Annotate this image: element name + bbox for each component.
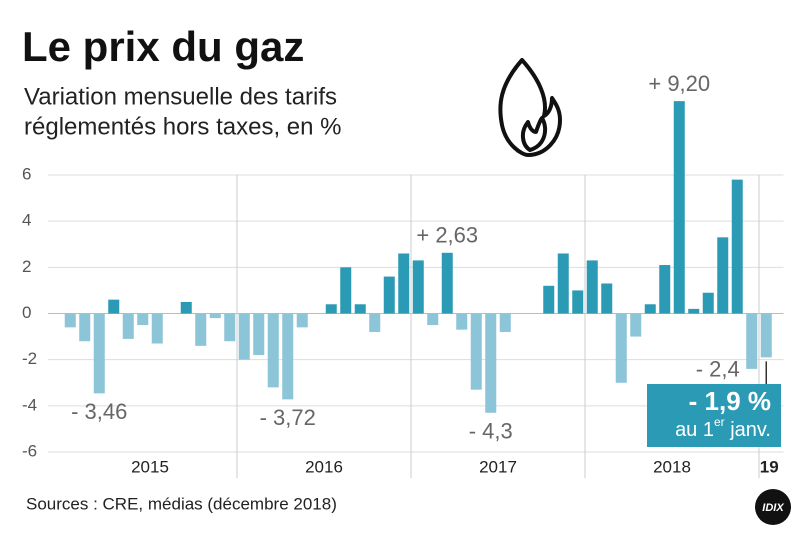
bar xyxy=(253,313,265,356)
y-tick-label: -6 xyxy=(22,441,37,460)
y-tick-label: 4 xyxy=(22,211,31,230)
bar xyxy=(601,283,613,314)
bar xyxy=(180,301,192,314)
chart-title: Le prix du gaz xyxy=(22,23,304,70)
callout-box xyxy=(647,384,781,447)
bar xyxy=(108,299,120,314)
bar xyxy=(267,313,279,388)
bar xyxy=(441,252,453,314)
bar xyxy=(209,313,221,319)
value-label: - 4,3 xyxy=(469,419,513,444)
value-label: - 2,4 xyxy=(696,357,740,382)
bar xyxy=(296,313,308,328)
bar xyxy=(702,292,714,314)
bar xyxy=(151,313,163,344)
bar xyxy=(557,253,569,314)
y-tick-label: -2 xyxy=(22,349,37,368)
bar xyxy=(543,285,555,314)
bar xyxy=(238,313,250,360)
value-label: - 3,72 xyxy=(260,405,316,430)
bar xyxy=(340,267,352,314)
bar xyxy=(586,260,598,314)
bar xyxy=(224,313,236,342)
bar xyxy=(354,304,366,314)
bar xyxy=(485,313,497,413)
bar xyxy=(760,313,772,358)
x-tick-label: 2016 xyxy=(305,457,343,476)
bar xyxy=(64,313,76,328)
bar xyxy=(383,276,395,314)
callout-note: au 1er janv. xyxy=(675,415,771,441)
bar xyxy=(122,313,134,339)
bar xyxy=(93,313,105,394)
bar xyxy=(659,265,671,314)
bar xyxy=(79,313,91,342)
bar xyxy=(470,313,482,390)
value-label: - 3,46 xyxy=(71,399,127,424)
y-tick-label: 6 xyxy=(22,164,31,183)
callout-note-text: au 1 xyxy=(675,419,714,441)
value-label: + 2,63 xyxy=(416,223,478,248)
bar xyxy=(688,308,700,314)
x-tick-label: 2017 xyxy=(479,457,517,476)
callout-value: - 1,9 % xyxy=(689,386,771,416)
bar xyxy=(673,101,685,314)
logo-text: IDIX xyxy=(762,502,784,514)
bar xyxy=(499,313,511,332)
x-tick-label: 2015 xyxy=(131,457,169,476)
y-tick-label: -4 xyxy=(22,395,37,414)
bar xyxy=(282,313,294,400)
y-tick-label: 0 xyxy=(22,303,31,322)
bar xyxy=(615,313,627,383)
bar xyxy=(412,260,424,314)
flame-icon xyxy=(498,58,562,157)
source: Sources : CRE, médias (décembre 2018) xyxy=(26,494,337,513)
bar xyxy=(630,313,642,337)
bar xyxy=(369,313,381,332)
bar xyxy=(137,313,149,326)
bar xyxy=(456,313,468,330)
bar xyxy=(572,290,584,314)
x-tick-label: 19 xyxy=(760,457,779,476)
subtitle: réglementés hors taxes, en % xyxy=(24,113,342,140)
logo: IDIX xyxy=(755,489,791,525)
bar xyxy=(325,304,337,314)
bar xyxy=(731,179,743,314)
y-tick-label: 2 xyxy=(22,257,31,276)
bar xyxy=(427,313,439,326)
callout-note-end: janv. xyxy=(725,419,771,441)
x-tick-label: 2018 xyxy=(653,457,691,476)
subtitle: Variation mensuelle des tarifs xyxy=(24,83,337,110)
bar xyxy=(644,304,656,314)
callout-note-sup: er xyxy=(714,415,725,429)
bar xyxy=(398,253,410,314)
value-label: + 9,20 xyxy=(648,71,710,96)
bar xyxy=(746,313,758,369)
bar xyxy=(717,237,729,314)
bar xyxy=(195,313,207,346)
